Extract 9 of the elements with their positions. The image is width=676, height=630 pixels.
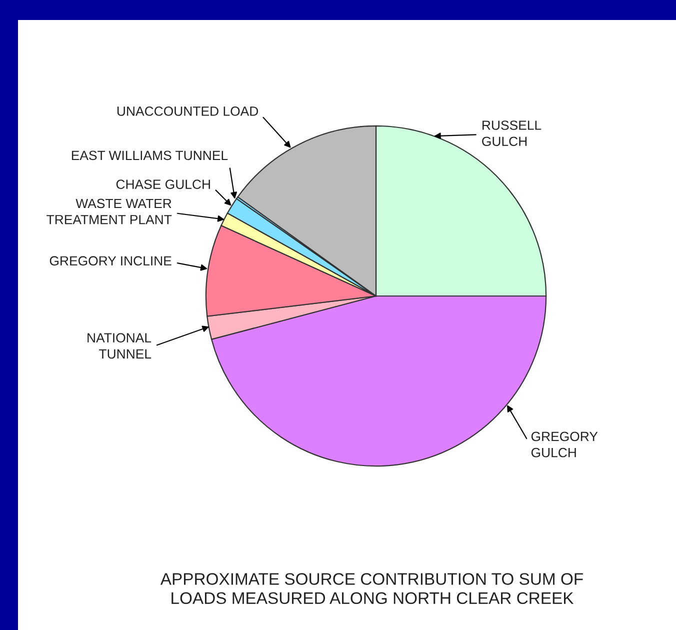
- slice-label: UNACCOUNTED LOAD: [117, 106, 258, 116]
- text: APPROXIMATE SOURCE CONTRIBUTION TO SUM OF LOADS MEASURED ALONG NORTH CLEAR CREEK: [160, 573, 583, 604]
- slice-label: RUSSELL GULCH: [482, 120, 542, 146]
- slice-label: GREGORY GULCH: [531, 432, 598, 458]
- slice-label: WASTE WATER TREATMENT PLANT: [46, 198, 172, 224]
- slice-label: EAST WILLIAMS TUNNEL: [72, 150, 228, 160]
- slice-label: CHASE GULCH: [116, 180, 210, 189]
- slice-label: GREGORY INCLINE: [50, 256, 172, 266]
- slice-label: NATIONAL TUNNEL: [88, 333, 152, 359]
